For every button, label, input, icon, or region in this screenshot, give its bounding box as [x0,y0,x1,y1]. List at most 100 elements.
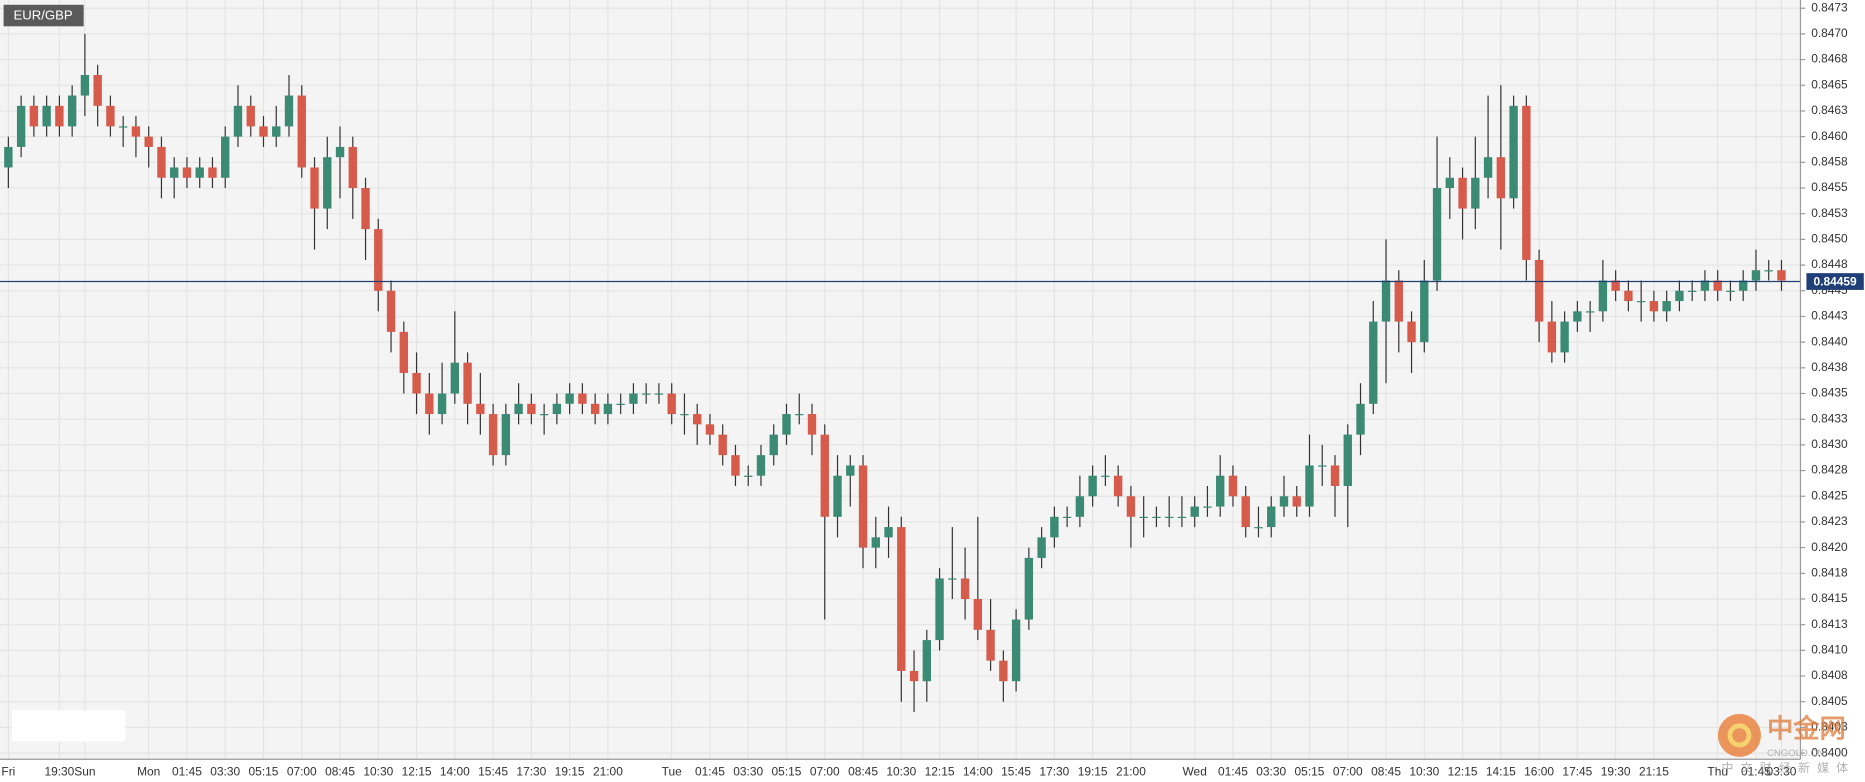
candle-body [310,167,319,209]
candle-body [67,95,77,127]
x-tick-label: 10:30 [886,765,916,779]
candle-body [1062,516,1072,519]
x-tick-label: 12:15 [402,765,432,779]
candle-body [1318,465,1327,467]
candle-body [476,403,485,415]
candle-body [29,105,39,127]
watermark-logo-ring [1727,723,1752,748]
candle-body [590,403,600,415]
candle-body [1292,496,1301,507]
candle-body [488,414,498,456]
candle-body [769,434,778,456]
candle-body [118,126,128,128]
watermark-site: CNGOLD.CN [1767,748,1824,759]
blank-box [11,710,126,742]
candle-body [539,414,549,416]
x-tick-label: Fri [1,765,15,779]
x-tick-label: 01:45 [172,765,202,779]
candle-body [527,403,536,415]
candle-body [1739,280,1748,291]
candle-body [1471,177,1480,209]
candle-body [450,362,460,394]
candle-body [641,393,651,395]
candle-body [578,393,587,404]
y-tick-label: 0.8443 [1811,309,1848,323]
candle-body [1675,290,1684,302]
candle-body [846,465,855,476]
x-tick-label: Tue [662,765,682,779]
x-tick-label: 15:45 [478,765,508,779]
y-tick-label: 0.8465 [1811,77,1848,91]
y-tick-label: 0.8450 [1811,232,1848,246]
candle-body [1560,321,1569,353]
x-tick-label: 17:30 [1039,765,1069,779]
candle-body [1177,516,1187,519]
candle-body [42,105,51,127]
candle-body [820,434,829,517]
x-tick-label: Sun [74,765,95,779]
x-tick-label: 03:30 [210,765,240,779]
candle-body [795,414,804,416]
x-tick-label: 05:15 [249,765,279,779]
x-tick-label: 01:45 [1218,765,1248,779]
candle-body [361,188,370,230]
x-tick-label: 10:30 [1409,765,1439,779]
candle-body [1381,280,1391,322]
candle-body [55,105,64,127]
candle-body [629,393,638,404]
x-tick-label: 12:15 [925,765,955,779]
y-tick-label: 0.8410 [1811,643,1848,657]
x-tick-label: 08:45 [325,765,355,779]
x-tick-label: 03:30 [1256,765,1286,779]
x-tick-label: 03:30 [1767,765,1797,779]
candle-body [297,95,306,168]
candle-body [565,393,574,404]
candle-body [284,95,294,127]
candle-body [374,229,383,291]
y-tick-label: 0.8425 [1811,488,1848,502]
x-tick-label: 14:15 [1486,765,1516,779]
x-tick-label: 07:00 [1333,765,1363,779]
x-tick-label: 21:00 [593,765,623,779]
candle-body [195,167,204,178]
candle-body [93,75,102,106]
y-tick-label: 0.8420 [1811,540,1848,554]
x-tick-label: Mon [137,765,160,779]
candle-body [680,414,689,416]
candle-body [425,393,434,415]
candle-body [922,640,931,682]
x-tick-label: 10:30 [363,765,393,779]
candle-body [1713,280,1722,291]
candle-body [1267,506,1276,528]
y-tick-label: 0.8440 [1811,334,1848,348]
x-tick-label: 17:45 [1562,765,1592,779]
candle-body [170,167,179,178]
y-tick-label: 0.8453 [1811,206,1848,220]
candle-body [897,527,906,671]
y-tick-label: 0.8430 [1811,437,1848,451]
x-tick-label: Thu [1707,765,1728,779]
y-tick-label: 0.8405 [1811,694,1848,708]
candle-body [667,393,676,415]
candle-body [1585,311,1595,313]
x-tick-label: Wed [1183,765,1207,779]
candle-body [1751,270,1761,281]
candle-body [1011,619,1021,682]
x-tick-label: 14:00 [963,765,993,779]
candle-body [1254,527,1263,529]
candle-body [1407,321,1416,343]
candle-body [1573,311,1582,322]
x-tick-label: 15:45 [1001,765,1031,779]
candle-body [871,537,880,548]
candle-body [1777,270,1786,281]
candle-body [246,105,255,127]
y-tick-label: 0.8415 [1811,591,1848,605]
candle-body [1101,475,1110,477]
watermark-slogan: 中文财经新媒体 [1722,760,1856,775]
candle-body [1216,475,1225,507]
candle-body [833,475,842,517]
candle-body [1343,434,1352,486]
candle-body [144,136,153,147]
